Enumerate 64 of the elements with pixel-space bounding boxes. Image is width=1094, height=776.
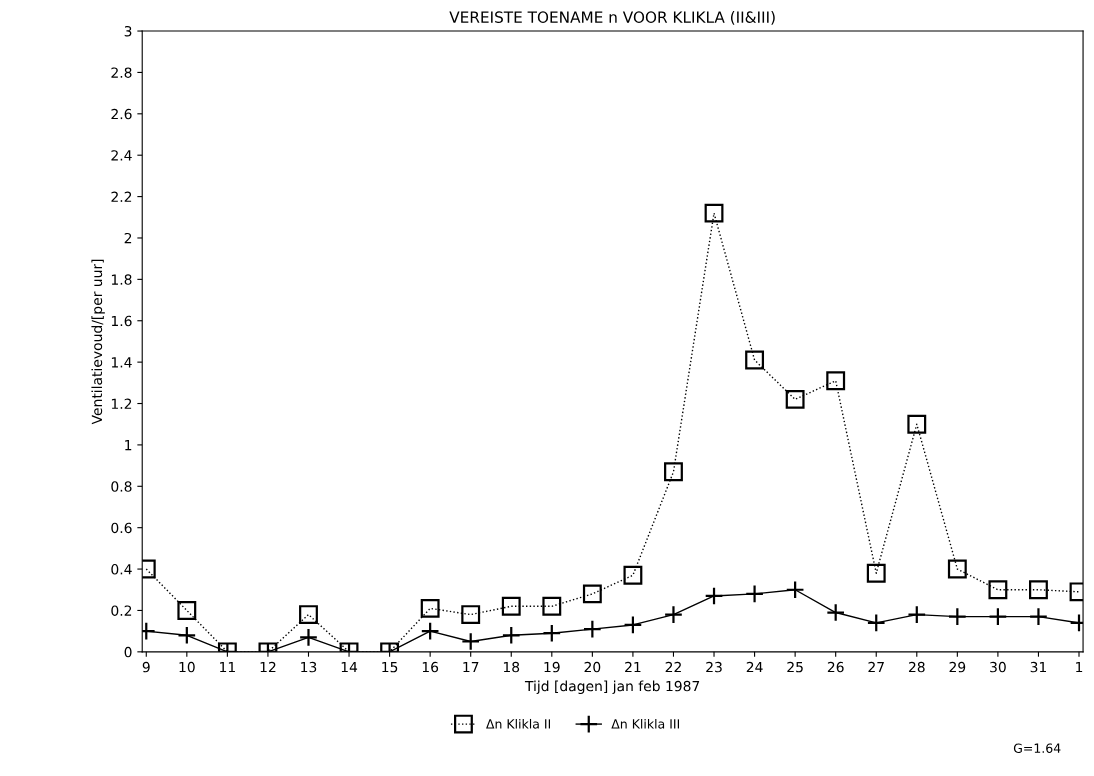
y-tick-label: 2.4: [111, 150, 132, 161]
x-tick-label: 24: [746, 661, 763, 673]
x-tick-label: 19: [544, 661, 560, 673]
text: G=1.64: [1013, 743, 1061, 753]
point: [704, 203, 724, 223]
point: [420, 598, 440, 618]
x-tick-label: 16: [422, 661, 439, 673]
x-tick-label: 25: [787, 661, 803, 673]
point: [299, 605, 318, 625]
x-tick-label: 20: [584, 661, 601, 673]
x-tick-label: 30: [990, 661, 1006, 673]
legend-label: Δn Klikla III: [611, 718, 680, 729]
y-tick-label: 1.2: [111, 398, 132, 409]
point: [745, 350, 765, 370]
x-tick-label: 10: [179, 661, 195, 673]
x-tick-label: 21: [625, 661, 641, 673]
y-tick-label: 0.8: [111, 481, 132, 492]
point: [623, 565, 643, 585]
y-tick-label: 1.6: [111, 315, 132, 327]
x-tick-label: 23: [706, 661, 722, 673]
point: [1029, 580, 1048, 600]
y-axis-title: Ventilatievoud/[per uur]: [91, 259, 105, 425]
x-tick-label: 27: [868, 661, 884, 673]
y-tick-label: 2.6: [111, 108, 132, 120]
point: [866, 563, 886, 583]
point: [664, 462, 683, 482]
y-tick-label: 1.4: [111, 357, 132, 368]
x-tick-label: 14: [341, 661, 358, 673]
y-tick-label: 0: [124, 646, 132, 658]
point: [461, 605, 481, 625]
point: [907, 414, 927, 434]
point: [501, 596, 521, 616]
y-tick-label: 2.8: [111, 67, 132, 78]
x-tick-label: 12: [260, 661, 276, 673]
point: [947, 559, 967, 579]
x-tick-label: 22: [665, 661, 681, 673]
point: [582, 584, 602, 604]
y-tick-label: 0.6: [111, 522, 132, 534]
y-tick-label: 1.8: [111, 274, 132, 285]
x-axis-title: Tijd [dagen] jan feb 1987: [524, 680, 700, 694]
y-tick-label: 2: [124, 232, 132, 244]
point: [542, 596, 562, 616]
x-tick-label: 13: [301, 661, 317, 673]
x-tick-label: 17: [463, 661, 479, 673]
x-tick-label: 29: [949, 661, 966, 673]
x-tick-label: 15: [382, 661, 398, 673]
y-tick-label: 3: [124, 26, 132, 37]
x-tick-label: 9: [142, 661, 150, 673]
x-tick-label: 26: [827, 661, 844, 673]
x-tick-label: 1: [1076, 661, 1083, 673]
point: [826, 371, 846, 391]
point: [785, 389, 805, 409]
y-tick-label: 0.4: [111, 564, 132, 575]
y-tick-label: 2.2: [111, 191, 132, 202]
x-tick-label: 28: [908, 661, 925, 673]
chart-title: VEREISTE TOENAME n VOOR KLIKLA (II&III): [449, 11, 775, 25]
point: [988, 580, 1008, 600]
point: [177, 601, 197, 620]
x-tick-label: 18: [503, 661, 520, 673]
x-tick-label: 31: [1030, 661, 1047, 673]
y-tick-label: 0.2: [111, 605, 132, 616]
y-tick-label: 1: [125, 440, 132, 451]
x-tick-label: 11: [220, 661, 235, 673]
legend-label: Δn Klikla II: [486, 718, 551, 729]
